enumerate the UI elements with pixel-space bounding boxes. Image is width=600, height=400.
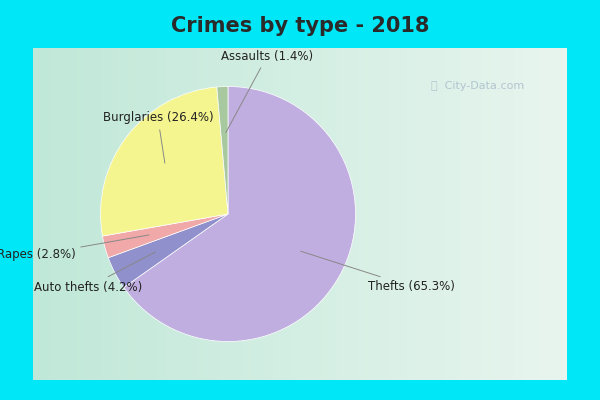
Wedge shape (103, 214, 228, 258)
Wedge shape (124, 86, 355, 342)
Text: Crimes by type - 2018: Crimes by type - 2018 (171, 16, 429, 36)
Text: Auto thefts (4.2%): Auto thefts (4.2%) (34, 252, 155, 294)
Text: Burglaries (26.4%): Burglaries (26.4%) (103, 111, 213, 163)
Text: Rapes (2.8%): Rapes (2.8%) (0, 235, 149, 262)
Wedge shape (101, 87, 228, 236)
Text: Thefts (65.3%): Thefts (65.3%) (301, 251, 455, 293)
Text: Assaults (1.4%): Assaults (1.4%) (221, 50, 313, 132)
Wedge shape (108, 214, 228, 288)
Text: ⓘ  City-Data.com: ⓘ City-Data.com (431, 81, 524, 91)
Wedge shape (217, 86, 228, 214)
